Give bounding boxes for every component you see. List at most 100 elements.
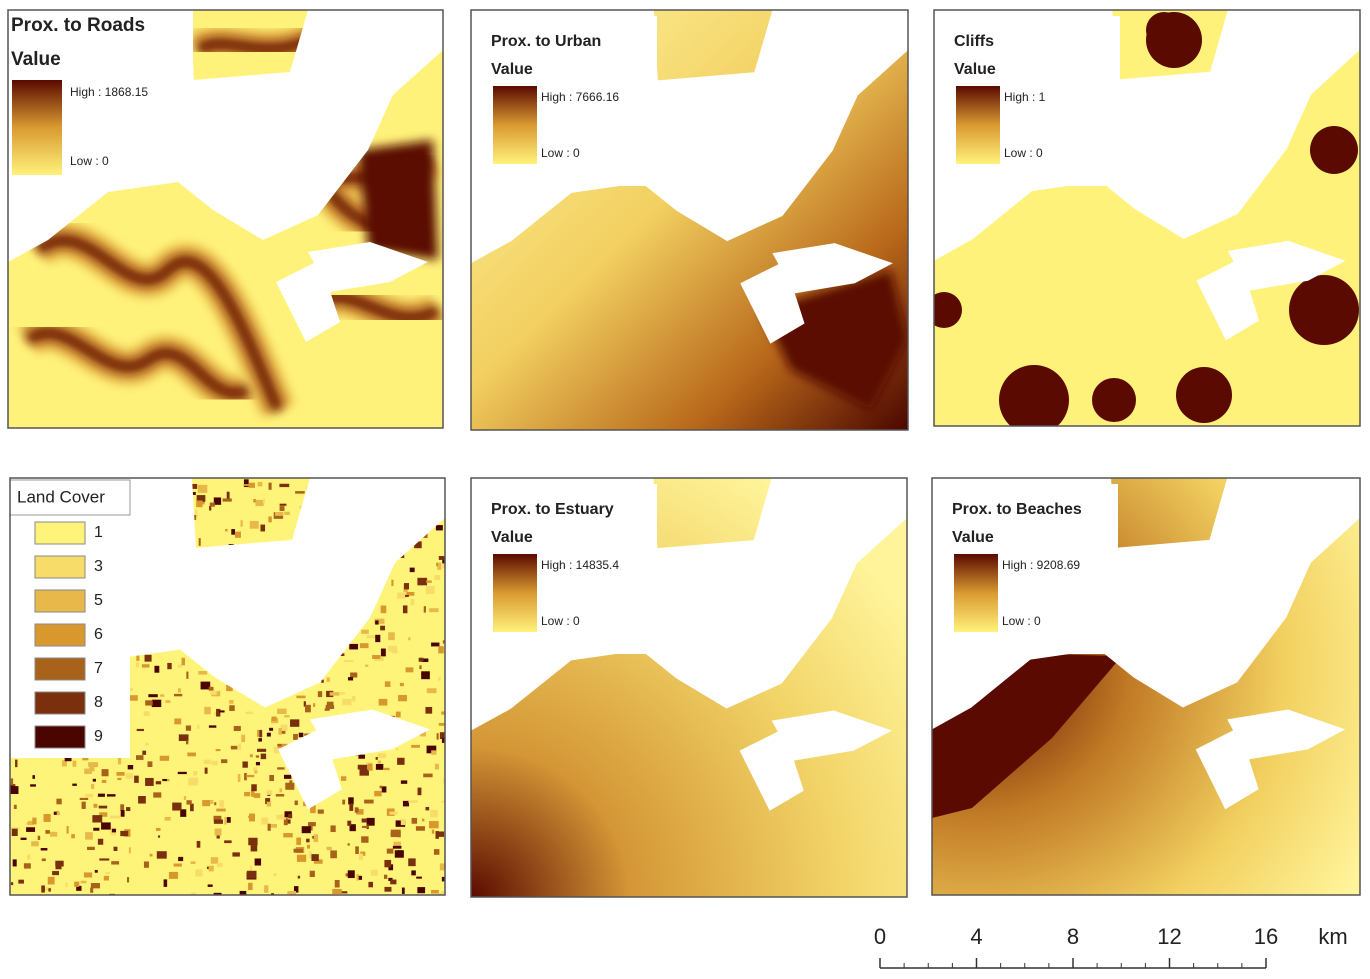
land-patch xyxy=(425,707,432,714)
land-patch xyxy=(87,847,95,850)
land-patch xyxy=(99,806,107,809)
land-patch xyxy=(348,797,353,804)
land-patch xyxy=(174,864,182,867)
land-patch xyxy=(223,498,232,501)
land-patch xyxy=(279,709,285,711)
land-patch xyxy=(191,861,196,864)
land-patch xyxy=(145,700,152,705)
land-patch xyxy=(197,841,201,848)
land-patch xyxy=(84,872,92,877)
land-patch xyxy=(429,608,439,612)
land-patch xyxy=(210,503,215,507)
land-patch xyxy=(169,872,178,879)
land-patch xyxy=(114,847,118,851)
legend-subtitle: Value xyxy=(952,529,994,546)
land-patch xyxy=(272,717,277,721)
land-patch xyxy=(127,877,129,882)
land-patch xyxy=(325,708,330,710)
land-patch xyxy=(196,501,202,508)
land-patch xyxy=(350,672,357,677)
land-patch xyxy=(349,644,358,650)
land-patch xyxy=(408,800,417,803)
land-patch xyxy=(408,637,410,640)
land-patch xyxy=(190,804,194,812)
legend-label: 3 xyxy=(94,558,103,575)
land-patch xyxy=(193,771,197,776)
cliff xyxy=(1092,378,1136,422)
land-patch xyxy=(266,790,272,795)
land-patch xyxy=(202,800,210,806)
land-patch xyxy=(67,826,69,833)
land-patch xyxy=(178,857,183,861)
land-patch xyxy=(102,769,109,776)
land-patch xyxy=(258,738,262,741)
land-patch xyxy=(310,871,315,877)
land-patch xyxy=(327,677,330,681)
land-patch xyxy=(145,743,148,746)
land-patch xyxy=(18,880,24,884)
land-patch xyxy=(437,563,441,570)
legend-low: Low : 0 xyxy=(541,146,580,160)
land-patch xyxy=(364,800,374,804)
land-patch xyxy=(384,887,391,892)
color-ramp xyxy=(954,554,998,632)
land-patch xyxy=(210,800,213,804)
legend-high: High : 9208.69 xyxy=(1002,558,1080,572)
land-patch xyxy=(439,556,445,560)
legend-swatch xyxy=(35,590,85,612)
land-patch xyxy=(275,512,283,516)
land-patch xyxy=(30,784,36,786)
land-patch xyxy=(80,798,88,800)
land-patch xyxy=(424,606,426,612)
land-patch xyxy=(21,838,27,840)
land-patch xyxy=(279,484,289,487)
land-patch xyxy=(217,863,223,867)
land-patch xyxy=(289,780,292,786)
land-patch xyxy=(299,733,304,738)
land-patch xyxy=(254,771,257,774)
land-patch xyxy=(362,819,367,823)
legend-high: High : 7666.16 xyxy=(541,90,619,104)
land-patch xyxy=(156,781,161,784)
land-patch xyxy=(332,889,342,894)
land-patch xyxy=(378,753,387,758)
land-patch xyxy=(361,630,369,634)
land-patch xyxy=(388,632,395,640)
land-patch xyxy=(174,694,182,696)
land-patch xyxy=(362,826,369,828)
land-patch xyxy=(42,858,46,861)
scale-unit: km xyxy=(1318,924,1347,949)
land-patch xyxy=(342,800,345,805)
land-patch xyxy=(186,741,188,745)
cliff xyxy=(926,292,962,328)
land-patch xyxy=(111,861,119,864)
land-patch xyxy=(158,835,160,837)
land-patch xyxy=(186,672,188,679)
land-patch xyxy=(417,578,427,586)
land-patch xyxy=(280,506,285,511)
land-patch xyxy=(85,794,93,797)
legend-swatch xyxy=(35,658,85,680)
legend-high: High : 1 xyxy=(1004,90,1046,104)
legend-low: Low : 0 xyxy=(1004,146,1043,160)
land-patch xyxy=(81,881,87,884)
land-patch xyxy=(93,779,96,782)
land-patch xyxy=(142,751,146,755)
color-ramp xyxy=(956,86,1000,164)
land-patch xyxy=(209,725,216,727)
land-patch xyxy=(198,671,207,675)
land-patch xyxy=(129,847,131,853)
land-patch xyxy=(263,498,265,503)
land-patch xyxy=(418,788,422,796)
land-patch xyxy=(355,807,359,812)
land-patch xyxy=(50,832,57,837)
land-patch xyxy=(13,859,17,866)
land-patch xyxy=(359,876,362,880)
land-patch xyxy=(348,677,353,680)
land-patch xyxy=(358,765,368,770)
legend-swatch xyxy=(35,726,85,748)
land-patch xyxy=(294,849,303,853)
land-patch xyxy=(368,764,373,771)
land-patch xyxy=(224,840,231,843)
legend-subtitle: Value xyxy=(11,49,61,70)
